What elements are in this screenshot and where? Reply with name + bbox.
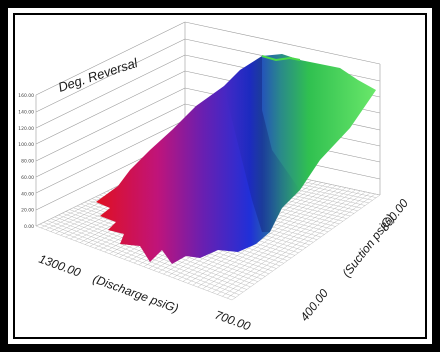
- y-tick-label: 40.00: [21, 191, 34, 197]
- y-tick-label: 20.00: [21, 208, 34, 214]
- y-tick-labels: 160.00 140.00 120.00 100.00 80.00 60.00 40.00 2…: [18, 93, 34, 230]
- inner-border: [13, 13, 427, 339]
- floor-grid-line: [39, 223, 236, 298]
- floor-grid-line: [35, 225, 233, 301]
- y-tick-label: 120.00: [18, 126, 34, 132]
- y-tick-label: 140.00: [18, 109, 34, 115]
- floor-grid-line: [43, 222, 240, 295]
- surface: [96, 54, 376, 264]
- y-tick-label: 160.00: [18, 93, 34, 99]
- y-tick-label: 100.00: [18, 142, 34, 148]
- y-tick-label: 60.00: [21, 175, 34, 181]
- y-tick-label: 80.00: [21, 159, 34, 165]
- floor-grid-line: [47, 220, 244, 293]
- y-tick-label: 0.00: [24, 224, 34, 230]
